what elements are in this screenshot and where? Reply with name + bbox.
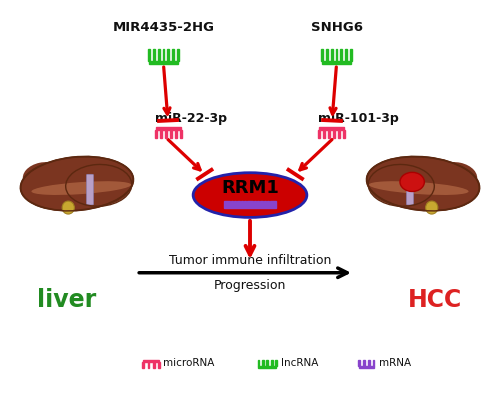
Text: Tumor immune infiltration: Tumor immune infiltration <box>169 254 331 267</box>
FancyBboxPatch shape <box>156 127 182 130</box>
Ellipse shape <box>368 165 434 206</box>
FancyBboxPatch shape <box>224 206 276 208</box>
FancyBboxPatch shape <box>262 360 264 366</box>
Text: RRM1: RRM1 <box>221 179 279 197</box>
FancyBboxPatch shape <box>240 201 243 206</box>
FancyBboxPatch shape <box>350 49 352 61</box>
Circle shape <box>400 172 424 191</box>
Text: miR-101-3p: miR-101-3p <box>318 112 399 125</box>
Ellipse shape <box>32 181 131 195</box>
FancyBboxPatch shape <box>322 49 323 61</box>
Ellipse shape <box>369 181 468 195</box>
FancyBboxPatch shape <box>258 360 259 366</box>
Ellipse shape <box>66 165 132 206</box>
FancyBboxPatch shape <box>86 174 94 205</box>
Ellipse shape <box>367 157 480 210</box>
FancyBboxPatch shape <box>340 49 342 61</box>
FancyBboxPatch shape <box>148 362 150 368</box>
Text: lncRNA: lncRNA <box>281 358 318 368</box>
FancyBboxPatch shape <box>266 360 268 366</box>
FancyBboxPatch shape <box>170 130 172 138</box>
FancyBboxPatch shape <box>336 49 338 61</box>
FancyBboxPatch shape <box>322 61 351 64</box>
FancyBboxPatch shape <box>257 201 260 206</box>
FancyBboxPatch shape <box>153 362 154 368</box>
FancyBboxPatch shape <box>244 201 246 206</box>
FancyBboxPatch shape <box>143 360 159 362</box>
Ellipse shape <box>62 201 74 214</box>
FancyBboxPatch shape <box>165 130 167 138</box>
Text: miR-22-3p: miR-22-3p <box>154 112 226 125</box>
FancyBboxPatch shape <box>363 360 364 366</box>
Text: mRNA: mRNA <box>378 358 410 368</box>
FancyBboxPatch shape <box>148 49 150 61</box>
Ellipse shape <box>426 201 438 214</box>
Text: MIR4435-2HG: MIR4435-2HG <box>112 21 214 34</box>
FancyBboxPatch shape <box>336 213 500 237</box>
FancyBboxPatch shape <box>373 360 374 366</box>
FancyBboxPatch shape <box>328 130 330 138</box>
FancyBboxPatch shape <box>267 201 270 206</box>
FancyBboxPatch shape <box>177 49 178 61</box>
FancyBboxPatch shape <box>345 49 347 61</box>
FancyBboxPatch shape <box>271 360 272 366</box>
FancyBboxPatch shape <box>172 49 174 61</box>
FancyBboxPatch shape <box>160 130 162 138</box>
FancyBboxPatch shape <box>158 49 160 61</box>
FancyBboxPatch shape <box>230 201 233 206</box>
FancyBboxPatch shape <box>270 201 272 206</box>
FancyBboxPatch shape <box>228 201 230 206</box>
FancyBboxPatch shape <box>180 130 182 138</box>
FancyBboxPatch shape <box>149 61 178 64</box>
FancyBboxPatch shape <box>142 362 144 368</box>
FancyBboxPatch shape <box>264 201 266 206</box>
FancyBboxPatch shape <box>250 201 253 206</box>
FancyBboxPatch shape <box>368 360 370 366</box>
FancyBboxPatch shape <box>276 360 277 366</box>
FancyBboxPatch shape <box>168 49 169 61</box>
Ellipse shape <box>23 162 66 191</box>
Ellipse shape <box>193 173 307 217</box>
FancyBboxPatch shape <box>247 201 250 206</box>
FancyBboxPatch shape <box>162 49 164 61</box>
FancyBboxPatch shape <box>0 213 164 237</box>
FancyBboxPatch shape <box>154 130 156 138</box>
FancyBboxPatch shape <box>318 127 344 130</box>
FancyBboxPatch shape <box>326 49 328 61</box>
Text: microRNA: microRNA <box>164 358 215 368</box>
FancyBboxPatch shape <box>258 366 276 368</box>
FancyBboxPatch shape <box>333 130 335 138</box>
FancyBboxPatch shape <box>153 49 155 61</box>
FancyBboxPatch shape <box>338 130 340 138</box>
FancyBboxPatch shape <box>158 362 160 368</box>
FancyBboxPatch shape <box>224 201 226 206</box>
Text: Progression: Progression <box>214 279 286 292</box>
FancyBboxPatch shape <box>175 130 177 138</box>
FancyBboxPatch shape <box>406 174 414 205</box>
FancyBboxPatch shape <box>274 201 276 206</box>
FancyBboxPatch shape <box>344 130 345 138</box>
Text: SNHG6: SNHG6 <box>310 21 362 34</box>
FancyBboxPatch shape <box>318 130 320 138</box>
FancyBboxPatch shape <box>358 360 360 366</box>
FancyBboxPatch shape <box>359 366 374 368</box>
FancyBboxPatch shape <box>331 49 332 61</box>
FancyBboxPatch shape <box>234 201 236 206</box>
Text: liver: liver <box>38 288 96 312</box>
FancyBboxPatch shape <box>237 201 240 206</box>
FancyBboxPatch shape <box>260 201 263 206</box>
Ellipse shape <box>434 162 477 191</box>
Text: HCC: HCC <box>408 288 463 312</box>
FancyBboxPatch shape <box>254 201 256 206</box>
Ellipse shape <box>20 157 133 210</box>
FancyBboxPatch shape <box>323 130 325 138</box>
